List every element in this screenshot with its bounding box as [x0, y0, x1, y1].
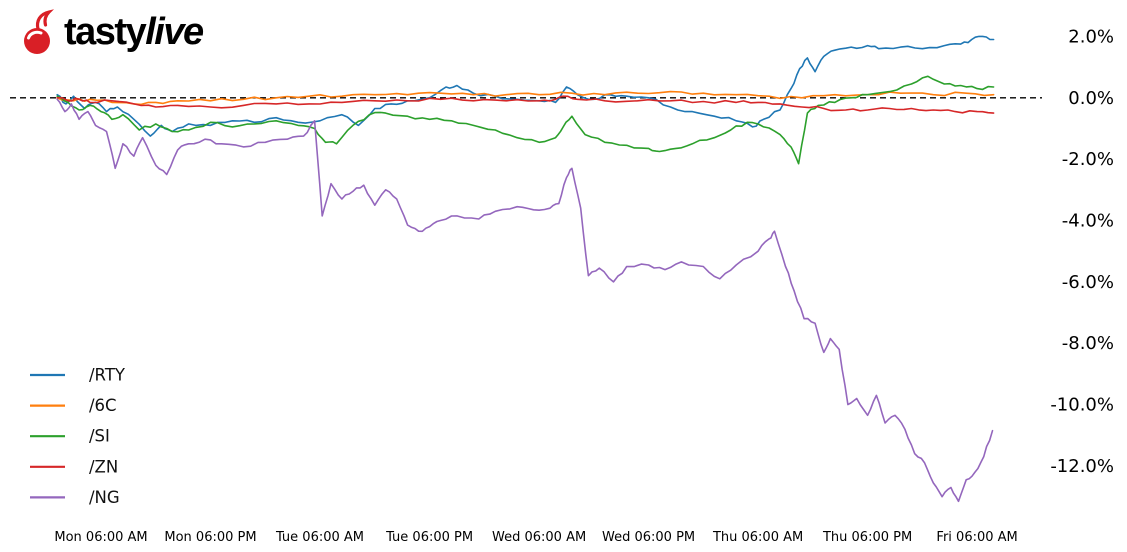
legend-label-ZN: /ZN [89, 457, 118, 476]
y-axis-tick-label: -8.0% [1062, 333, 1114, 354]
y-axis-tick-label: 2.0% [1068, 26, 1114, 47]
x-axis-tick-label: Tue 06:00 PM [385, 530, 473, 545]
series-line-NG [56, 98, 994, 503]
brand-wordmark: tastylive [64, 11, 204, 53]
x-axis-tick-label: Wed 06:00 PM [602, 530, 695, 545]
brand-tasty: tasty [64, 11, 147, 53]
legend-label-NG: /NG [89, 488, 120, 507]
y-axis-tick-label: 0.0% [1068, 88, 1114, 109]
y-axis-tick-label: -6.0% [1062, 272, 1114, 293]
cherry-highlight [27, 30, 43, 40]
x-axis-tick-label: Fri 06:00 AM [936, 530, 1017, 545]
x-axis-tick-label: Mon 06:00 AM [54, 530, 147, 545]
legend-label-SI: /SI [89, 427, 110, 446]
series-line-SI [56, 75, 995, 165]
x-axis-tick-label: Thu 06:00 AM [712, 530, 803, 545]
brand-live: live [145, 11, 204, 53]
y-axis-tick-label: -2.0% [1062, 149, 1114, 170]
y-axis-tick-label: -10.0% [1050, 395, 1114, 416]
series-line-ZN [56, 95, 995, 114]
series-line-6C [56, 90, 995, 106]
y-axis-tick-label: -4.0% [1062, 211, 1114, 232]
brand-logo: tastylive [18, 8, 204, 56]
legend-label-RTY: /RTY [89, 366, 126, 385]
cherry-logo-icon [24, 9, 55, 54]
x-axis-tick-label: Thu 06:00 PM [822, 530, 912, 545]
cherry-stem [35, 9, 55, 31]
x-axis-tick-label: Tue 06:00 AM [275, 530, 364, 545]
x-axis-tick-label: Wed 06:00 AM [492, 530, 586, 545]
legend-label-6C: /6C [89, 396, 117, 415]
y-axis-tick-label: -12.0% [1050, 456, 1114, 477]
x-axis-tick-label: Mon 06:00 PM [164, 530, 256, 545]
